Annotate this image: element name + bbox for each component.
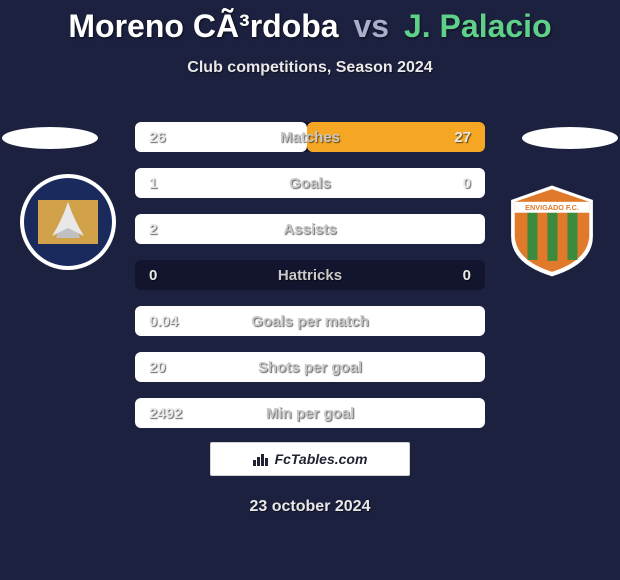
stat-value-right: 0 — [405, 175, 485, 192]
brand-tag: FcTables.com — [210, 442, 410, 476]
footer-date: 23 october 2024 — [0, 498, 620, 516]
stat-value-left: 0 — [135, 267, 215, 284]
brand-label: FcTables.com — [275, 451, 368, 467]
stat-label: Hattricks — [215, 267, 405, 284]
team-badge-left — [18, 172, 118, 272]
team-badge-right: ENVIGADO F.C. — [502, 180, 602, 280]
subtitle: Club competitions, Season 2024 — [0, 59, 620, 77]
stat-value-left: 2492 — [135, 405, 215, 422]
stat-label: Assists — [215, 221, 405, 238]
stat-row: 2492Min per goal — [135, 398, 485, 428]
player1-name: Moreno CÃ³rdoba — [68, 8, 338, 44]
stat-value-right: 0 — [405, 267, 485, 284]
stat-row: 26Matches27 — [135, 122, 485, 152]
stat-value-left: 20 — [135, 359, 215, 376]
stat-label: Shots per goal — [215, 359, 405, 376]
stat-row: 20Shots per goal — [135, 352, 485, 382]
stats-block: 26Matches271Goals02Assists0Hattricks00.0… — [135, 122, 485, 444]
stat-label: Min per goal — [215, 405, 405, 422]
badge-right-label: ENVIGADO F.C. — [525, 203, 579, 212]
stat-label: Goals per match — [215, 313, 405, 330]
chart-icon — [253, 452, 269, 466]
stat-row: 2Assists — [135, 214, 485, 244]
vs-label: vs — [353, 8, 389, 44]
player2-name: J. Palacio — [404, 8, 552, 44]
page-title: Moreno CÃ³rdoba vs J. Palacio — [0, 0, 620, 45]
player1-name-ellipse — [0, 125, 100, 151]
stat-label: Matches — [215, 129, 405, 146]
stat-value-left: 26 — [135, 129, 215, 146]
stat-value-right: 27 — [405, 129, 485, 146]
stat-row: 0.04Goals per match — [135, 306, 485, 336]
stat-row: 1Goals0 — [135, 168, 485, 198]
player2-name-ellipse — [520, 125, 620, 151]
stat-label: Goals — [215, 175, 405, 192]
stat-value-left: 2 — [135, 221, 215, 238]
stat-row: 0Hattricks0 — [135, 260, 485, 290]
stat-value-left: 1 — [135, 175, 215, 192]
stat-value-left: 0.04 — [135, 313, 215, 330]
